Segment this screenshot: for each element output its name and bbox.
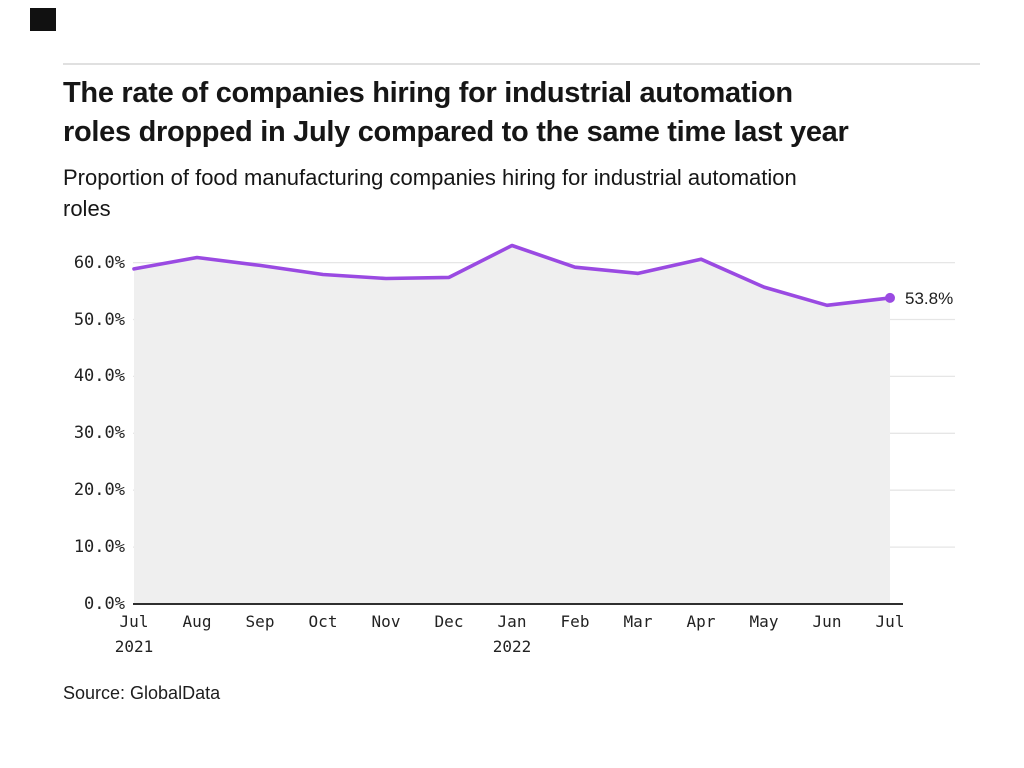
y-tick-label: 0.0%	[84, 594, 125, 614]
y-tick-label: 20.0%	[73, 480, 125, 501]
area-fill	[134, 245, 890, 604]
chart-title-line-1: The rate of companies hiring for industr…	[63, 77, 793, 109]
y-tick-label: 60.0%	[73, 252, 125, 273]
end-point-marker	[885, 292, 895, 303]
chart-subtitle-line-1: Proportion of food manufacturing compani…	[63, 165, 797, 190]
header-divider	[63, 63, 980, 65]
y-tick-label: 10.0%	[73, 537, 125, 558]
y-tick-label: 50.0%	[73, 309, 125, 330]
x-tick-label: Oct	[308, 612, 338, 631]
x-tick-label: Feb	[560, 612, 590, 631]
chart-title-line-2: roles dropped in July compared to the sa…	[63, 116, 849, 148]
x-tick-label: Nov	[371, 612, 401, 631]
x-tick-label: Mar	[623, 612, 653, 631]
x-tick-label: Jan	[497, 612, 527, 631]
y-tick-label: 40.0%	[73, 366, 125, 387]
chart-subtitle: Proportion of food manufacturing compani…	[63, 162, 1003, 224]
x-tick-label: Sep	[245, 612, 275, 631]
chart-title: The rate of companies hiring for industr…	[63, 74, 1003, 152]
x-tick-label: Jul	[875, 612, 905, 631]
x-tick-label: May	[749, 612, 779, 631]
x-tick-label: Jun	[812, 612, 842, 631]
trend-line	[132, 243, 892, 308]
x-tick-label: Aug	[182, 612, 212, 631]
brand-mark	[30, 8, 56, 31]
x-tick-label: Jul	[119, 612, 149, 631]
x-tick-label: Dec	[434, 612, 464, 631]
line-chart	[132, 243, 955, 605]
source-note: Source: GlobalData	[63, 683, 221, 703]
y-tick-label: 30.0%	[73, 423, 125, 444]
x-tick-label: Apr	[686, 612, 716, 631]
chart-subtitle-line-2: roles	[63, 196, 111, 221]
x-year-label: 2022	[492, 637, 532, 656]
x-year-label: 2021	[114, 637, 154, 656]
end-value-label: 53.8%	[905, 289, 954, 308]
